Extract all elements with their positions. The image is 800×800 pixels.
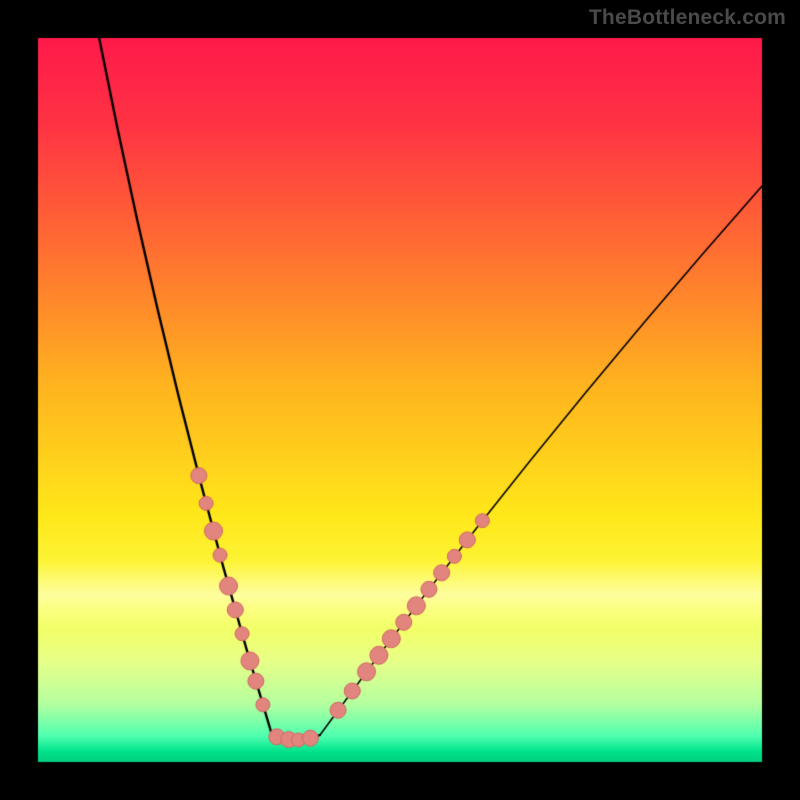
bottleneck-curve-chart: [0, 0, 800, 800]
chart-stage: TheBottleneck.com: [0, 0, 800, 800]
watermark-label: TheBottleneck.com: [589, 6, 786, 30]
